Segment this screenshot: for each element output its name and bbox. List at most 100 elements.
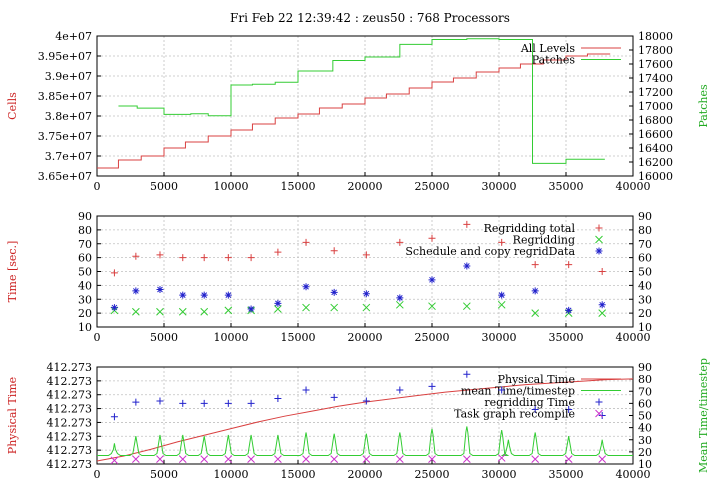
y-tick-label: 412.273 bbox=[47, 375, 93, 388]
data-point bbox=[330, 455, 339, 464]
y2-axis-label: Mean Time/timestep bbox=[697, 358, 710, 473]
data-point bbox=[274, 455, 282, 464]
data-point bbox=[598, 268, 606, 275]
legend-marker bbox=[595, 224, 603, 232]
y-tick-label: 412.273 bbox=[47, 416, 93, 429]
data-point bbox=[200, 254, 208, 262]
data-point bbox=[302, 455, 310, 464]
y-tick-label: 412.273 bbox=[47, 458, 93, 471]
data-point bbox=[428, 234, 436, 242]
y-tick-label: 90 bbox=[78, 210, 92, 223]
legend-label: Regridding total bbox=[484, 222, 576, 235]
legend-label: regridding Time bbox=[484, 396, 575, 409]
x-tick-label: 25000 bbox=[415, 331, 450, 344]
data-point bbox=[110, 456, 119, 465]
y2-tick-label: 30 bbox=[638, 293, 652, 306]
y-tick-label: 3.9e+07 bbox=[45, 70, 92, 83]
data-point bbox=[156, 251, 164, 259]
x-tick-label: 35000 bbox=[549, 331, 584, 344]
data-point bbox=[531, 309, 540, 317]
y2-tick-label: 17800 bbox=[638, 44, 673, 57]
data-point bbox=[497, 300, 506, 309]
data-point bbox=[156, 286, 164, 294]
data-point bbox=[200, 455, 209, 464]
data-point bbox=[330, 288, 338, 296]
y2-tick-label: 60 bbox=[638, 397, 652, 410]
y2-tick-label: 16000 bbox=[638, 170, 673, 183]
series-line bbox=[96, 378, 634, 462]
y-axis-label: Time [sec.] bbox=[6, 241, 19, 303]
y-axis-label: Physical Time bbox=[6, 377, 19, 454]
data-point bbox=[395, 300, 404, 309]
figure-title: Fri Feb 22 12:39:42 : zeus50 : 768 Proce… bbox=[230, 11, 510, 25]
y-tick-label: 3.65e+07 bbox=[38, 170, 92, 183]
x-tick-label: 10000 bbox=[214, 331, 249, 344]
x-tick-label: 15000 bbox=[281, 468, 316, 481]
y-tick-label: 412.273 bbox=[47, 389, 93, 402]
x-tick-label: 5000 bbox=[150, 180, 178, 193]
data-point bbox=[132, 455, 140, 464]
y-tick-label: 3.7e+07 bbox=[45, 150, 92, 163]
data-point bbox=[498, 386, 506, 394]
data-point bbox=[531, 287, 539, 295]
y-tick-label: 3.85e+07 bbox=[38, 90, 92, 103]
legend-label: Regridding bbox=[513, 234, 575, 247]
y2-tick-label: 20 bbox=[638, 446, 652, 459]
regridding-time-panel: 0 5000 10000 15000 20000 25000 30000 35000 40000… bbox=[6, 210, 652, 344]
y2-tick-label: 10 bbox=[638, 458, 652, 471]
data-point bbox=[200, 291, 208, 299]
x-tick-label: 15000 bbox=[281, 180, 316, 193]
y2-tick-label: 30 bbox=[638, 434, 652, 447]
data-point bbox=[110, 413, 118, 421]
legend-label: Physical Time bbox=[498, 373, 575, 386]
y-tick-label: 20 bbox=[78, 307, 92, 320]
data-point bbox=[565, 405, 573, 413]
data-point bbox=[200, 399, 208, 407]
data-point bbox=[179, 291, 187, 299]
data-point bbox=[274, 305, 282, 313]
y2-tick-label: 16200 bbox=[638, 156, 673, 169]
data-point bbox=[598, 301, 606, 309]
data-point bbox=[224, 291, 232, 299]
y-tick-label: 70 bbox=[78, 238, 92, 251]
data-point bbox=[178, 307, 187, 316]
data-point bbox=[110, 304, 118, 312]
data-point bbox=[396, 294, 404, 302]
data-point bbox=[247, 399, 255, 407]
y-tick-label: 412.273 bbox=[47, 361, 93, 374]
x-tick-label: 10000 bbox=[214, 468, 249, 481]
data-point bbox=[274, 299, 282, 307]
y-tick-label: 412.273 bbox=[47, 444, 93, 457]
data-point bbox=[156, 397, 164, 405]
x-tick-label: 0 bbox=[94, 468, 101, 481]
data-point bbox=[132, 287, 140, 295]
data-point bbox=[428, 455, 436, 464]
data-point bbox=[598, 309, 607, 317]
data-point bbox=[362, 303, 371, 312]
x-tick-label: 0 bbox=[94, 180, 101, 193]
legend-marker bbox=[595, 398, 603, 406]
data-point bbox=[598, 412, 606, 419]
y-axis-label: Cells bbox=[6, 92, 19, 120]
plot-frame bbox=[96, 35, 634, 177]
x-tick-label: 10000 bbox=[214, 180, 249, 193]
data-point bbox=[179, 399, 187, 407]
y2-axis-label: Patches bbox=[697, 84, 710, 128]
data-point bbox=[330, 393, 338, 401]
data-point bbox=[462, 302, 471, 311]
y2-tick-label: 70 bbox=[638, 385, 652, 398]
data-point bbox=[178, 455, 187, 464]
data-point bbox=[247, 254, 255, 262]
data-point bbox=[463, 220, 471, 228]
legend-marker bbox=[595, 235, 603, 244]
data-point bbox=[302, 283, 310, 291]
y2-tick-label: 80 bbox=[638, 373, 652, 386]
data-point bbox=[396, 386, 404, 394]
data-point bbox=[428, 302, 436, 311]
data-point bbox=[132, 398, 140, 406]
data-point bbox=[274, 395, 282, 403]
y-tick-label: 412.273 bbox=[47, 403, 93, 416]
legend-label: mean Time/timestep bbox=[461, 385, 575, 398]
physical-time-panel: 0 5000 10000 15000 20000 25000 30000 35000 40000… bbox=[6, 358, 710, 481]
